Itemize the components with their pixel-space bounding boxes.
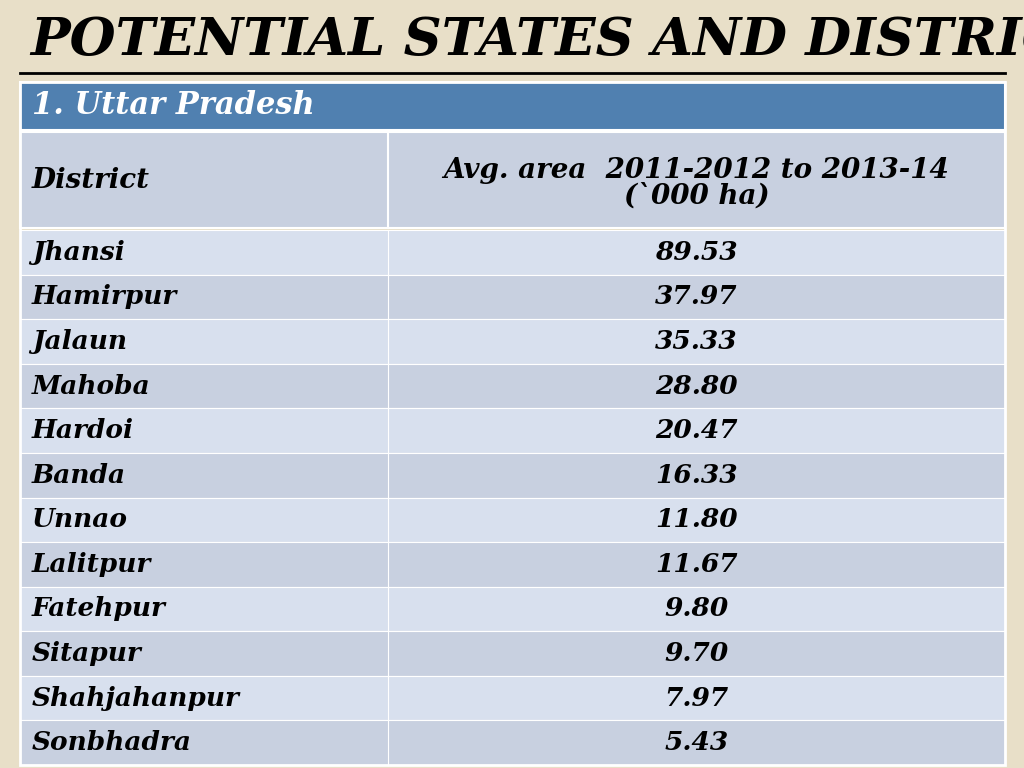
Text: 89.53: 89.53 [655, 240, 738, 265]
Text: 16.33: 16.33 [655, 462, 738, 488]
Text: 1. Uttar Pradesh: 1. Uttar Pradesh [32, 91, 314, 121]
Text: Avg. area  2011-2012 to 2013-14: Avg. area 2011-2012 to 2013-14 [443, 157, 949, 184]
Bar [20, 631, 1005, 676]
Bar [20, 720, 1005, 765]
Text: Lalitpur: Lalitpur [32, 552, 152, 577]
Bar [20, 319, 1005, 364]
Text: 35.33: 35.33 [655, 329, 738, 354]
Bar [20, 364, 1005, 409]
Bar [20, 453, 1005, 498]
Bar [20, 82, 1005, 765]
Text: (`000 ha): (`000 ha) [624, 183, 769, 210]
Bar [20, 230, 1005, 275]
Text: 9.80: 9.80 [665, 597, 729, 621]
Bar [20, 275, 1005, 319]
Text: 20.47: 20.47 [655, 418, 738, 443]
Text: Banda: Banda [32, 462, 126, 488]
Text: POTENTIAL STATES AND DISTRICTS: POTENTIAL STATES AND DISTRICTS [30, 15, 1024, 65]
Text: Mahoba: Mahoba [32, 373, 151, 399]
Text: Jhansi: Jhansi [32, 240, 125, 265]
Bar [20, 676, 1005, 720]
Text: Hamirpur: Hamirpur [32, 284, 177, 310]
Text: Fatehpur: Fatehpur [32, 597, 166, 621]
Text: Sonbhadra: Sonbhadra [32, 730, 193, 755]
Text: 37.97: 37.97 [655, 284, 738, 310]
Bar [20, 542, 1005, 587]
Text: 28.80: 28.80 [655, 373, 738, 399]
Text: 11.80: 11.80 [655, 508, 738, 532]
Text: 7.97: 7.97 [665, 686, 729, 710]
Text: 11.67: 11.67 [655, 552, 738, 577]
Text: Sitapur: Sitapur [32, 641, 141, 666]
Text: 9.70: 9.70 [665, 641, 729, 666]
Text: Shahjahanpur: Shahjahanpur [32, 686, 240, 710]
Bar [20, 498, 1005, 542]
Bar [20, 587, 1005, 631]
Bar [20, 82, 1005, 130]
Bar [20, 132, 1005, 228]
Bar [20, 409, 1005, 453]
Text: Unnao: Unnao [32, 508, 128, 532]
Text: District: District [32, 167, 150, 194]
Text: Hardoi: Hardoi [32, 418, 134, 443]
Text: Jalaun: Jalaun [32, 329, 127, 354]
Text: 5.43: 5.43 [665, 730, 729, 755]
